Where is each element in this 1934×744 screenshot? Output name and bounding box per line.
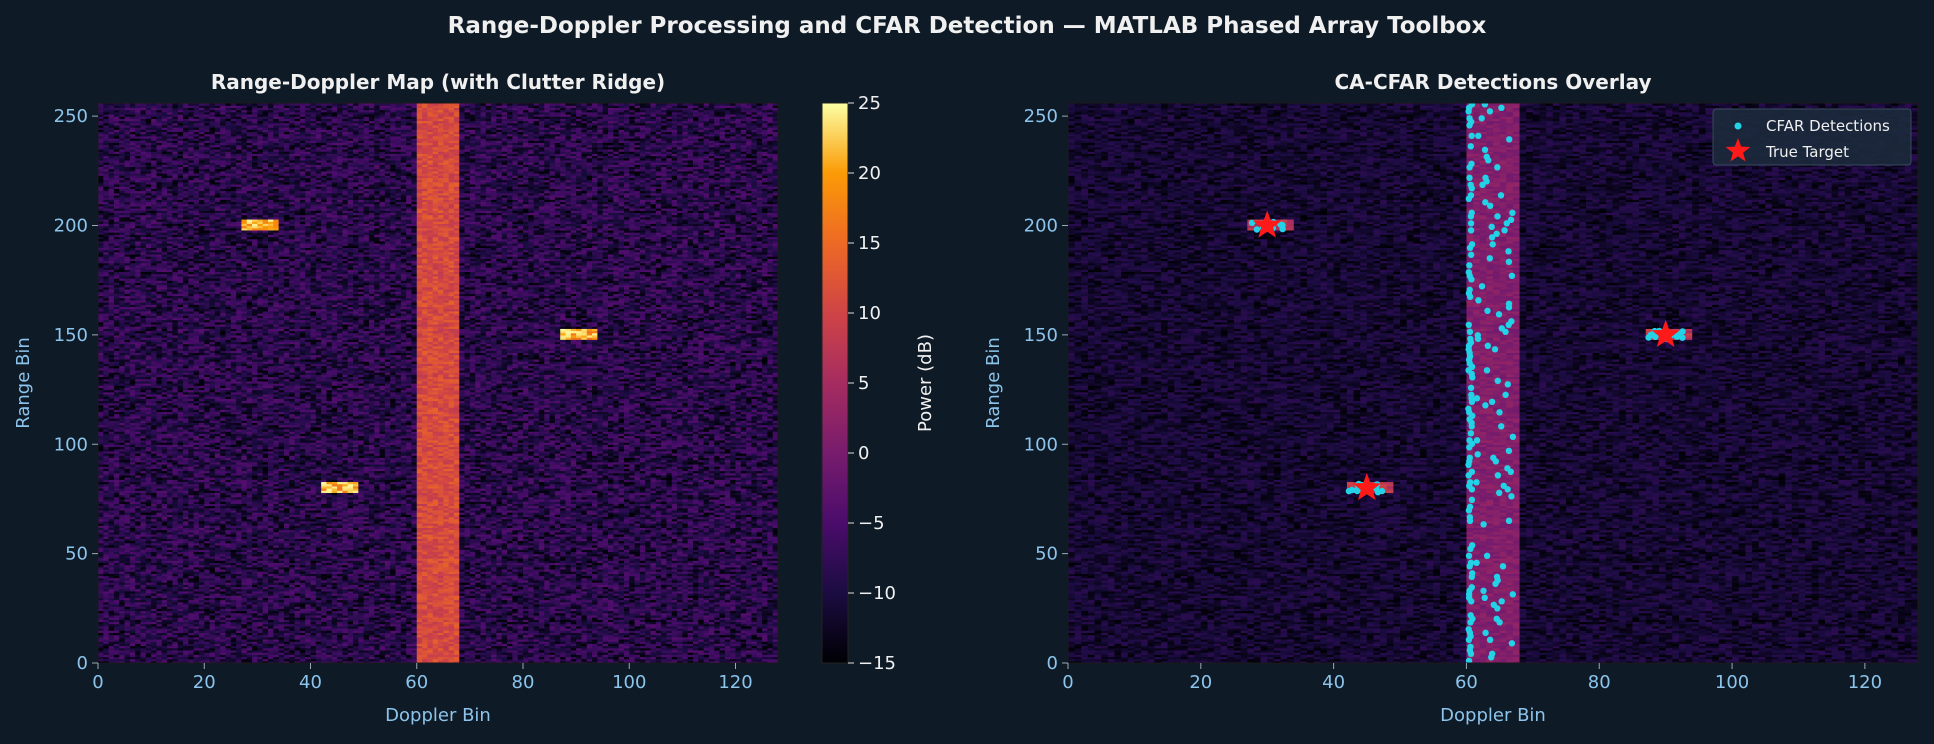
figure-suptitle: Range-Doppler Processing and CFAR Detect… (448, 13, 1487, 39)
rd-map-panel: Range-Doppler Map (with Clutter Ridge) 0… (13, 70, 779, 726)
rd-map-title: Range-Doppler Map (with Clutter Ridge) (211, 70, 665, 94)
rd-map-heatmap (98, 103, 779, 664)
